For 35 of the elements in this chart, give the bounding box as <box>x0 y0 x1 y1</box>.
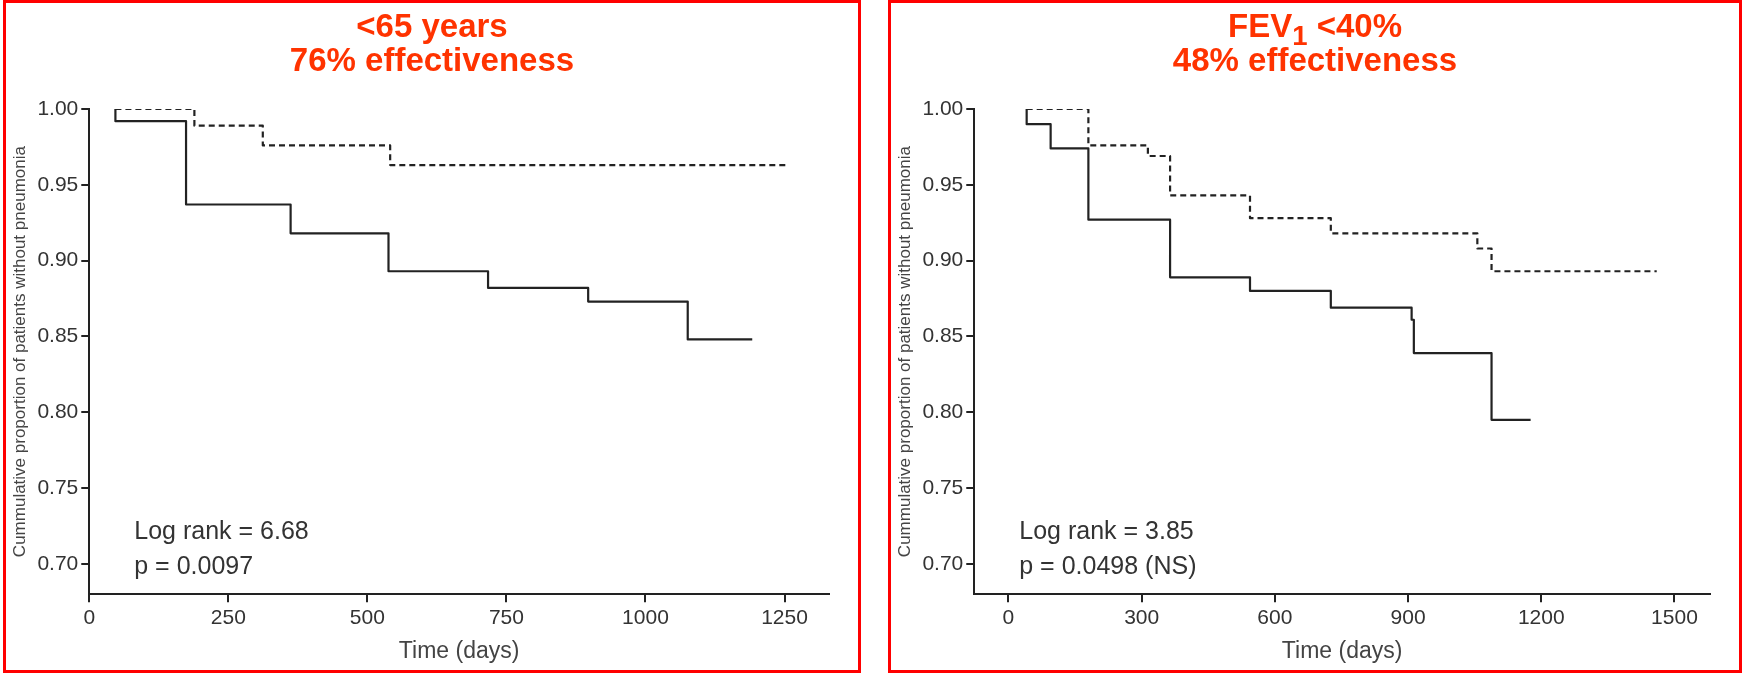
x-tick-label: 300 <box>1124 604 1160 628</box>
x-tick-label: 250 <box>210 604 246 628</box>
x-axis-title: Time (days) <box>398 636 520 663</box>
y-tick-label: 0.90 <box>37 247 79 271</box>
x-tick-label: 1000 <box>622 604 669 628</box>
y-tick-label: 0.90 <box>922 247 964 271</box>
y-tick-label: 0.85 <box>37 323 79 347</box>
x-tick-label: 0 <box>83 604 96 628</box>
x-tick-label: 750 <box>488 604 524 628</box>
x-tick-label: 1500 <box>1651 604 1698 628</box>
annotation: Log rank = 3.85 <box>1019 516 1194 545</box>
y-tick-label: 0.70 <box>922 550 964 574</box>
x-tick-label: 0 <box>1002 604 1015 628</box>
x-tick-label: 600 <box>1257 604 1293 628</box>
y-tick-label: 1.00 <box>37 95 79 119</box>
y-tick-label: 0.95 <box>37 171 79 195</box>
y-tick-label: 0.70 <box>37 550 79 574</box>
y-tick-label: 0.85 <box>922 323 964 347</box>
annotation: p = 0.0498 (NS) <box>1019 551 1197 580</box>
y-axis-title: Cummulative proportion of patients without pneumonia <box>9 145 29 558</box>
y-tick-label: 0.75 <box>37 474 79 498</box>
y-tick-label: 0.95 <box>922 171 964 195</box>
y-tick-label: 0.80 <box>37 399 79 423</box>
y-tick-label: 1.00 <box>922 95 964 119</box>
annotation: p = 0.0097 <box>134 551 254 580</box>
x-tick-label: 1200 <box>1517 604 1565 628</box>
chart-title: <65 years <box>355 7 509 44</box>
annotation: Log rank = 6.68 <box>134 516 309 545</box>
x-axis-title: Time (days) <box>1281 636 1403 663</box>
x-tick-label: 1250 <box>761 604 808 628</box>
y-tick-label: 0.80 <box>922 399 964 423</box>
x-tick-label: 500 <box>349 604 385 628</box>
y-axis-title: Cummulative proportion of patients without pneumonia <box>894 145 914 558</box>
x-tick-label: 900 <box>1390 604 1426 628</box>
y-tick-label: 0.75 <box>922 474 964 498</box>
